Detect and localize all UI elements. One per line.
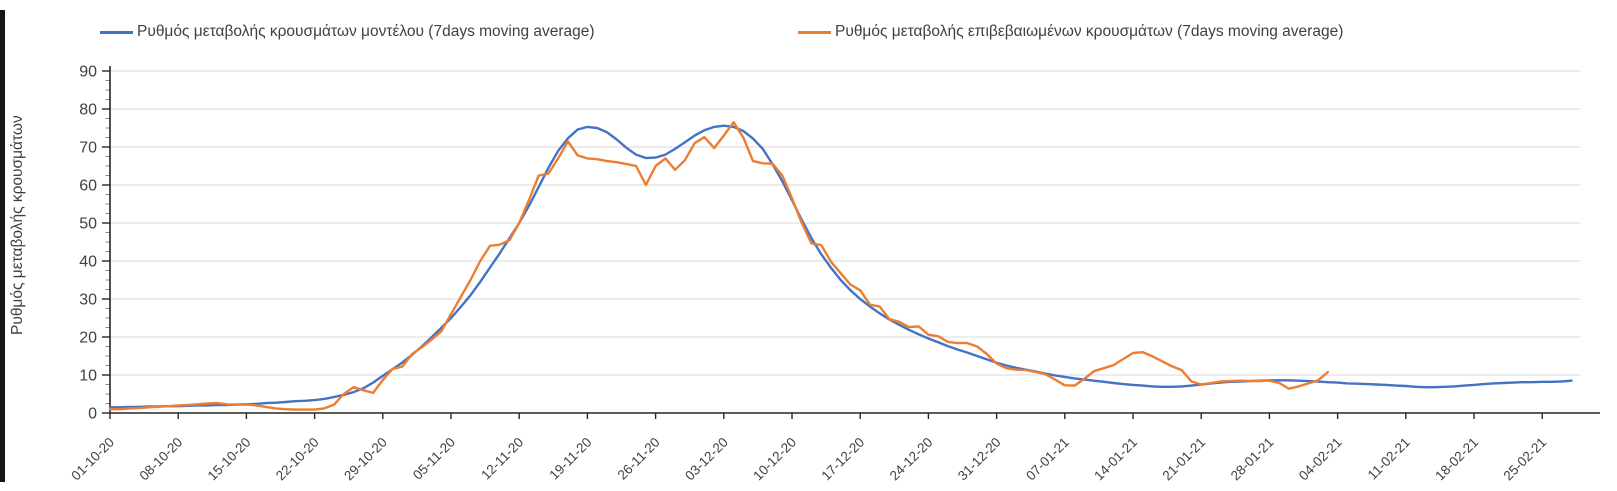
x-tick-label: 29-10-20 <box>341 435 390 484</box>
x-tick-label: 26-11-20 <box>615 435 663 483</box>
x-tick-label: 21-01-21 <box>1160 435 1209 484</box>
x-tick-label: 22-10-20 <box>273 435 322 484</box>
series-line-1 <box>108 121 1330 411</box>
x-tick-label: 08-10-20 <box>136 435 185 484</box>
series-line-0 <box>108 124 1573 409</box>
y-tick-label: 30 <box>79 292 97 309</box>
x-tick-label: 03-12-20 <box>682 435 731 484</box>
x-tick-label: 11-02-21 <box>1365 435 1413 483</box>
x-tick-label: 15-10-20 <box>205 435 254 484</box>
y-tick-label: 10 <box>79 368 97 385</box>
legend-item-model: Ρυθμός μεταβολής κρουσμάτων μοντέλου (7d… <box>100 23 595 41</box>
x-tick-label: 12-11-20 <box>478 435 526 483</box>
y-tick-label: 40 <box>79 254 97 271</box>
x-tick-label: 28-01-21 <box>1228 435 1277 484</box>
x-tick-label: 14-01-21 <box>1091 435 1140 484</box>
x-tick-label: 10-12-20 <box>750 435 799 484</box>
y-tick-label: 0 <box>88 406 97 423</box>
x-tick-label: 31-12-20 <box>955 435 1004 484</box>
x-tick-label: 04-02-21 <box>1296 435 1345 484</box>
y-tick-label: 90 <box>79 64 97 81</box>
legend-label-model: Ρυθμός μεταβολής κρουσμάτων μοντέλου (7d… <box>137 23 595 40</box>
x-tick-label: 25-02-21 <box>1501 435 1550 484</box>
x-tick-label: 01-10-20 <box>68 435 117 484</box>
x-tick-label: 24-12-20 <box>887 435 936 484</box>
x-tick-label: 17-12-20 <box>819 435 868 484</box>
y-tick-label: 20 <box>79 330 97 347</box>
x-tick-label: 19-11-20 <box>546 435 594 483</box>
y-tick-label: 50 <box>79 216 97 233</box>
y-tick-label: 60 <box>79 178 97 195</box>
x-tick-label: 05-11-20 <box>410 435 458 483</box>
x-tick-label: 18-02-21 <box>1432 435 1481 484</box>
legend-label-confirmed: Ρυθμός μεταβολής επιβεβαιωμένων κρουσμάτ… <box>835 23 1344 40</box>
y-tick-label: 70 <box>79 140 97 157</box>
legend-line-blue-icon <box>100 30 133 34</box>
legend-line-orange-icon <box>798 30 831 34</box>
left-edge-bar <box>0 10 5 482</box>
y-tick-label: 80 <box>79 102 97 119</box>
legend-item-confirmed: Ρυθμός μεταβολής επιβεβαιωμένων κρουσμάτ… <box>798 23 1343 41</box>
x-tick-label: 07-01-21 <box>1023 435 1072 484</box>
